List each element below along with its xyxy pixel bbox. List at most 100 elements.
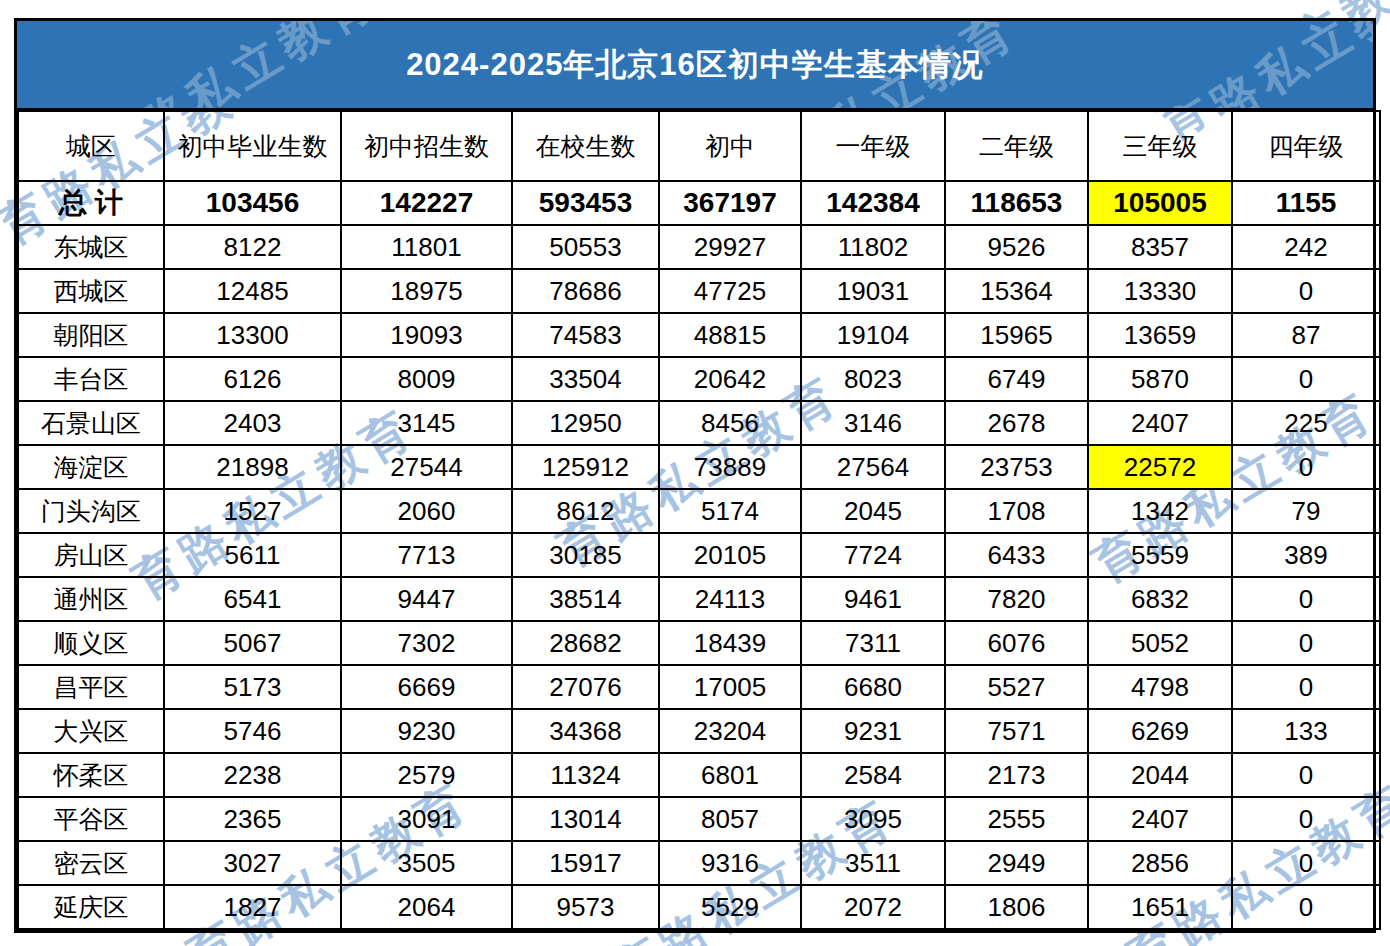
district-cell: 门头沟区 [18, 489, 164, 533]
value-cell: 9316 [659, 841, 801, 885]
value-cell: 33504 [512, 357, 659, 401]
value-cell: 367197 [659, 181, 801, 225]
value-cell: 3027 [164, 841, 341, 885]
value-cell: 9230 [341, 709, 512, 753]
column-header: 一年级 [801, 111, 945, 181]
value-cell: 0 [1232, 753, 1380, 797]
value-cell: 30185 [512, 533, 659, 577]
spreadsheet: 育路私立教育 育路私立教育 育路私立教育 2024-2025年北京16区初中学生… [14, 18, 1376, 933]
value-cell: 5052 [1088, 621, 1232, 665]
value-cell: 225 [1232, 401, 1380, 445]
table-row-7: 房山区561177133018520105772464335559389 [18, 533, 1380, 577]
district-cell: 密云区 [18, 841, 164, 885]
table-row-14: 密云区302735051591793163511294928560 [18, 841, 1380, 885]
value-cell: 2045 [801, 489, 945, 533]
value-cell: 13014 [512, 797, 659, 841]
value-cell: 13300 [164, 313, 341, 357]
total-label-cell: 总 计 [18, 181, 164, 225]
value-cell: 3146 [801, 401, 945, 445]
value-cell: 125912 [512, 445, 659, 489]
value-cell: 12485 [164, 269, 341, 313]
value-cell: 50553 [512, 225, 659, 269]
value-cell: 5529 [659, 885, 801, 929]
value-cell: 2579 [341, 753, 512, 797]
value-cell: 133 [1232, 709, 1380, 753]
value-cell: 27544 [341, 445, 512, 489]
value-cell: 38514 [512, 577, 659, 621]
table-row-5: 海淀区2189827544125912738892756423753225720 [18, 445, 1380, 489]
value-cell: 6269 [1088, 709, 1232, 753]
value-cell: 5746 [164, 709, 341, 753]
value-cell: 8122 [164, 225, 341, 269]
value-cell: 19031 [801, 269, 945, 313]
column-header: 初中 [659, 111, 801, 181]
value-cell: 29927 [659, 225, 801, 269]
table-row-15: 延庆区18272064957355292072180616510 [18, 885, 1380, 929]
value-cell: 0 [1232, 797, 1380, 841]
value-cell: 87 [1232, 313, 1380, 357]
value-cell: 118653 [945, 181, 1088, 225]
value-cell: 12950 [512, 401, 659, 445]
value-cell: 5559 [1088, 533, 1232, 577]
district-cell: 朝阳区 [18, 313, 164, 357]
value-cell: 8023 [801, 357, 945, 401]
column-header: 初中招生数 [341, 111, 512, 181]
value-cell: 48815 [659, 313, 801, 357]
value-cell: 1527 [164, 489, 341, 533]
highlighted-value-cell: 22572 [1088, 445, 1232, 489]
value-cell: 2064 [341, 885, 512, 929]
value-cell: 19093 [341, 313, 512, 357]
table-row-6: 门头沟区152720608612517420451708134279 [18, 489, 1380, 533]
value-cell: 24113 [659, 577, 801, 621]
value-cell: 6541 [164, 577, 341, 621]
district-cell: 丰台区 [18, 357, 164, 401]
value-cell: 6749 [945, 357, 1088, 401]
value-cell: 15364 [945, 269, 1088, 313]
value-cell: 28682 [512, 621, 659, 665]
district-cell: 大兴区 [18, 709, 164, 753]
district-cell: 东城区 [18, 225, 164, 269]
value-cell: 593453 [512, 181, 659, 225]
table-row-8: 通州区6541944738514241139461782068320 [18, 577, 1380, 621]
value-cell: 2555 [945, 797, 1088, 841]
value-cell: 1342 [1088, 489, 1232, 533]
value-cell: 2856 [1088, 841, 1232, 885]
value-cell: 1806 [945, 885, 1088, 929]
column-header: 城区 [18, 111, 164, 181]
value-cell: 11324 [512, 753, 659, 797]
value-cell: 6680 [801, 665, 945, 709]
value-cell: 6832 [1088, 577, 1232, 621]
value-cell: 6433 [945, 533, 1088, 577]
value-cell: 13330 [1088, 269, 1232, 313]
table-row-9: 顺义区5067730228682184397311607650520 [18, 621, 1380, 665]
table-title-bar: 育路私立教育 育路私立教育 育路私立教育 2024-2025年北京16区初中学生… [17, 21, 1373, 110]
value-cell: 8009 [341, 357, 512, 401]
value-cell: 6801 [659, 753, 801, 797]
value-cell: 7820 [945, 577, 1088, 621]
value-cell: 2407 [1088, 797, 1232, 841]
value-cell: 0 [1232, 841, 1380, 885]
value-cell: 3511 [801, 841, 945, 885]
value-cell: 0 [1232, 357, 1380, 401]
value-cell: 74583 [512, 313, 659, 357]
value-cell: 18975 [341, 269, 512, 313]
value-cell: 2403 [164, 401, 341, 445]
column-header: 初中毕业生数 [164, 111, 341, 181]
value-cell: 9231 [801, 709, 945, 753]
value-cell: 23204 [659, 709, 801, 753]
value-cell: 7302 [341, 621, 512, 665]
column-header: 在校生数 [512, 111, 659, 181]
value-cell: 3095 [801, 797, 945, 841]
value-cell: 78686 [512, 269, 659, 313]
value-cell: 15917 [512, 841, 659, 885]
value-cell: 0 [1232, 621, 1380, 665]
table-row-4: 石景山区24033145129508456314626782407225 [18, 401, 1380, 445]
value-cell: 2173 [945, 753, 1088, 797]
district-cell: 延庆区 [18, 885, 164, 929]
value-cell: 79 [1232, 489, 1380, 533]
value-cell: 21898 [164, 445, 341, 489]
table-header-row: 城区初中毕业生数初中招生数在校生数初中一年级二年级三年级四年级 [18, 111, 1380, 181]
value-cell: 1708 [945, 489, 1088, 533]
value-cell: 13659 [1088, 313, 1232, 357]
value-cell: 2365 [164, 797, 341, 841]
